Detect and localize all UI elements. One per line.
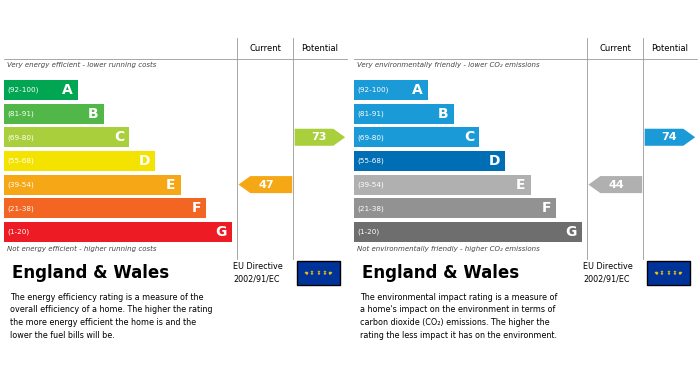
FancyBboxPatch shape bbox=[354, 80, 428, 100]
Text: Not energy efficient - higher running costs: Not energy efficient - higher running co… bbox=[7, 246, 156, 252]
Text: (92-100): (92-100) bbox=[8, 87, 39, 93]
FancyBboxPatch shape bbox=[354, 222, 582, 242]
Text: ★: ★ bbox=[655, 272, 659, 276]
Text: ★: ★ bbox=[660, 271, 664, 274]
FancyBboxPatch shape bbox=[354, 127, 480, 147]
Text: G: G bbox=[566, 225, 577, 239]
Text: Not environmentally friendly - higher CO₂ emissions: Not environmentally friendly - higher CO… bbox=[357, 246, 540, 252]
Polygon shape bbox=[239, 176, 292, 193]
Text: ★: ★ bbox=[305, 272, 309, 276]
Text: Potential: Potential bbox=[302, 44, 338, 53]
FancyBboxPatch shape bbox=[647, 262, 690, 285]
Text: England & Wales: England & Wales bbox=[12, 264, 169, 282]
FancyBboxPatch shape bbox=[4, 127, 130, 147]
Text: ★: ★ bbox=[305, 271, 309, 275]
Text: ★: ★ bbox=[666, 270, 670, 274]
FancyBboxPatch shape bbox=[4, 104, 104, 124]
Text: ★: ★ bbox=[316, 270, 320, 274]
Text: E: E bbox=[516, 178, 526, 192]
Text: B: B bbox=[438, 107, 449, 120]
Polygon shape bbox=[645, 129, 695, 146]
Text: Current: Current bbox=[249, 44, 281, 53]
Text: ★: ★ bbox=[660, 272, 664, 276]
FancyBboxPatch shape bbox=[4, 174, 181, 195]
Text: ★: ★ bbox=[673, 272, 677, 276]
Text: ★: ★ bbox=[323, 271, 327, 274]
FancyBboxPatch shape bbox=[354, 198, 556, 218]
Text: ★: ★ bbox=[653, 271, 657, 275]
Text: ★: ★ bbox=[323, 272, 327, 276]
Text: ★: ★ bbox=[678, 272, 681, 276]
Text: Potential: Potential bbox=[652, 44, 688, 53]
Text: ★: ★ bbox=[316, 273, 320, 276]
Text: Current: Current bbox=[599, 44, 631, 53]
Text: EU Directive
2002/91/EC: EU Directive 2002/91/EC bbox=[583, 262, 633, 283]
Text: (1-20): (1-20) bbox=[358, 229, 379, 235]
FancyBboxPatch shape bbox=[354, 174, 531, 195]
Text: 73: 73 bbox=[311, 132, 326, 142]
Text: (81-91): (81-91) bbox=[8, 110, 34, 117]
Text: (92-100): (92-100) bbox=[358, 87, 389, 93]
Text: (21-38): (21-38) bbox=[358, 205, 384, 212]
FancyBboxPatch shape bbox=[297, 262, 340, 285]
Text: Environmental Impact (CO₂) Rating: Environmental Impact (CO₂) Rating bbox=[362, 18, 608, 32]
Text: D: D bbox=[489, 154, 500, 168]
Text: Energy Efficiency Rating: Energy Efficiency Rating bbox=[12, 18, 183, 32]
Text: 74: 74 bbox=[661, 132, 676, 142]
Text: (69-80): (69-80) bbox=[8, 134, 34, 140]
Text: ★: ★ bbox=[328, 272, 331, 276]
Text: ★: ★ bbox=[303, 271, 307, 275]
FancyBboxPatch shape bbox=[354, 151, 505, 171]
Text: ★: ★ bbox=[679, 271, 683, 275]
Text: (69-80): (69-80) bbox=[358, 134, 384, 140]
FancyBboxPatch shape bbox=[4, 151, 155, 171]
Text: (81-91): (81-91) bbox=[358, 110, 384, 117]
Text: F: F bbox=[192, 201, 202, 215]
Polygon shape bbox=[589, 176, 642, 193]
Text: (1-20): (1-20) bbox=[8, 229, 29, 235]
Text: Very energy efficient - lower running costs: Very energy efficient - lower running co… bbox=[7, 61, 156, 68]
Text: ★: ★ bbox=[666, 273, 670, 276]
Text: The environmental impact rating is a measure of
a home's impact on the environme: The environmental impact rating is a mea… bbox=[360, 292, 558, 340]
Text: ★: ★ bbox=[329, 271, 333, 275]
Text: G: G bbox=[216, 225, 227, 239]
Text: D: D bbox=[139, 154, 150, 168]
Text: (21-38): (21-38) bbox=[8, 205, 34, 212]
FancyBboxPatch shape bbox=[4, 80, 78, 100]
Text: A: A bbox=[62, 83, 73, 97]
Text: F: F bbox=[542, 201, 552, 215]
FancyBboxPatch shape bbox=[4, 222, 232, 242]
FancyBboxPatch shape bbox=[354, 104, 454, 124]
Text: Very environmentally friendly - lower CO₂ emissions: Very environmentally friendly - lower CO… bbox=[357, 61, 540, 68]
Text: (55-68): (55-68) bbox=[358, 158, 384, 164]
Text: ★: ★ bbox=[328, 271, 331, 275]
Polygon shape bbox=[295, 129, 345, 146]
Text: EU Directive
2002/91/EC: EU Directive 2002/91/EC bbox=[233, 262, 283, 283]
Text: ★: ★ bbox=[655, 271, 659, 275]
Text: England & Wales: England & Wales bbox=[362, 264, 519, 282]
Text: ★: ★ bbox=[678, 271, 681, 275]
Text: (39-54): (39-54) bbox=[358, 181, 384, 188]
FancyBboxPatch shape bbox=[4, 198, 206, 218]
Text: E: E bbox=[166, 178, 176, 192]
Text: C: C bbox=[114, 130, 125, 144]
Text: (55-68): (55-68) bbox=[8, 158, 34, 164]
Text: C: C bbox=[464, 130, 475, 144]
Text: 44: 44 bbox=[608, 179, 624, 190]
Text: (39-54): (39-54) bbox=[8, 181, 34, 188]
Text: ★: ★ bbox=[310, 272, 314, 276]
Text: A: A bbox=[412, 83, 423, 97]
Text: The energy efficiency rating is a measure of the
overall efficiency of a home. T: The energy efficiency rating is a measur… bbox=[10, 292, 213, 340]
Text: 47: 47 bbox=[259, 179, 274, 190]
Text: ★: ★ bbox=[310, 271, 314, 274]
Text: B: B bbox=[88, 107, 99, 120]
Text: ★: ★ bbox=[673, 271, 677, 274]
